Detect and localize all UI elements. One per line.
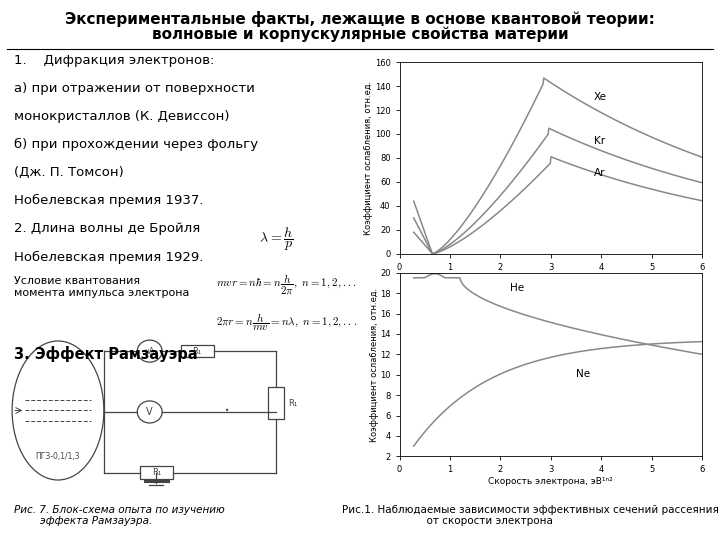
Text: монокристаллов (К. Девиссон): монокристаллов (К. Девиссон) (14, 110, 230, 123)
Text: а) при отражении от поверхности: а) при отражении от поверхности (14, 82, 256, 95)
Text: Нобелевская премия 1929.: Нобелевская премия 1929. (14, 251, 204, 264)
Text: $2\pi r = n\dfrac{h}{mv} = n\lambda,\ n=1,2,...$: $2\pi r = n\dfrac{h}{mv} = n\lambda,\ n=… (216, 311, 357, 333)
Text: R₁: R₁ (192, 347, 202, 356)
Text: V: V (146, 407, 153, 417)
Text: Рис. 7. Блок-схема опыта по изучению
        эффекта Рамзауэра.: Рис. 7. Блок-схема опыта по изучению эфф… (14, 505, 225, 526)
Text: $mvr = n\hbar = n\dfrac{h}{2\pi},\ n=1,2,...$: $mvr = n\hbar = n\dfrac{h}{2\pi},\ n=1,2… (216, 273, 356, 298)
Text: ·: · (224, 402, 230, 421)
Text: Экспериментальные факты, лежащие в основе квантовой теории:: Экспериментальные факты, лежащие в основ… (65, 11, 655, 27)
Text: Kr: Kr (594, 136, 605, 146)
X-axis label: Скорость электрона, эВ¹ⁿ²: Скорость электрона, эВ¹ⁿ² (488, 275, 613, 284)
Text: 1.    Дифракция электронов:: 1. Дифракция электронов: (14, 54, 215, 67)
Text: Нобелевская премия 1937.: Нобелевская премия 1937. (14, 194, 204, 207)
Text: Ar: Ar (594, 168, 605, 178)
Text: (Дж. П. Томсон): (Дж. П. Томсон) (14, 166, 124, 179)
Text: He: He (510, 283, 525, 293)
Text: б) при прохождении через фольгу: б) при прохождении через фольгу (14, 138, 258, 151)
Text: Ne: Ne (576, 369, 590, 379)
Text: ПГЗ-0,1/1,3: ПГЗ-0,1/1,3 (36, 453, 81, 461)
Y-axis label: Коэффициент ослабления, отн.ед.: Коэффициент ослабления, отн.ед. (364, 81, 373, 235)
Text: µА: µА (145, 347, 155, 356)
Text: Xe: Xe (594, 92, 607, 103)
Text: Условие квантования
момента импульса электрона: Условие квантования момента импульса эле… (14, 276, 190, 298)
Y-axis label: Коэффициент ослабления, отн.ед.: Коэффициент ослабления, отн.ед. (369, 287, 379, 442)
Text: волновые и корпускулярные свойства материи: волновые и корпускулярные свойства матер… (152, 27, 568, 43)
Text: $\lambda_{}=\dfrac{h}{p}$: $\lambda_{}=\dfrac{h}{p}$ (259, 225, 294, 253)
Text: 2. Длина волны де Бройля: 2. Длина волны де Бройля (14, 222, 201, 235)
Text: R₁: R₁ (152, 468, 161, 477)
Text: Рис.1. Наблюдаемые зависимости эффективных сечений рассеяния
                   : Рис.1. Наблюдаемые зависимости эффективн… (342, 505, 719, 526)
X-axis label: Скорость электрона, эВ¹ⁿ²: Скорость электрона, эВ¹ⁿ² (488, 477, 613, 486)
Text: R₁: R₁ (288, 399, 297, 408)
Text: 3. Эффект Рамзауэра: 3. Эффект Рамзауэра (14, 346, 198, 362)
